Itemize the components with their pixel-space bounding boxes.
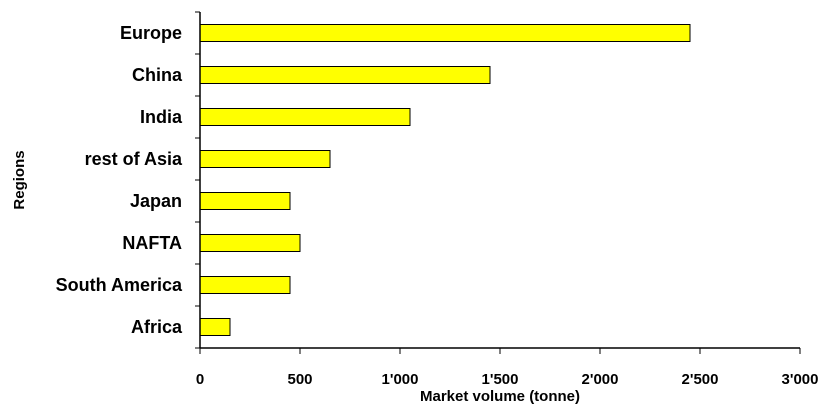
bar-china	[199, 66, 491, 84]
category-label: India	[140, 107, 183, 127]
category-label: South America	[56, 275, 183, 295]
bar-europe	[199, 24, 691, 42]
x-tick-label: 500	[287, 371, 312, 388]
bar-nafta	[199, 234, 301, 252]
bar-south-america	[199, 276, 291, 294]
y-ticks-group	[195, 11, 200, 349]
x-tick-label: 3'000	[782, 371, 819, 388]
y-axis-title: Regions	[11, 150, 28, 209]
x-ticks-group: 0 500 1'000 1'500 2'000 2'500 3'000	[196, 348, 819, 388]
x-tick-label: 1'000	[382, 371, 419, 388]
bar-india	[199, 108, 411, 126]
bars-group	[199, 24, 691, 336]
x-tick-label: 2'000	[582, 371, 619, 388]
x-tick-label: 2'500	[682, 371, 719, 388]
category-label: Africa	[131, 317, 183, 337]
category-label: NAFTA	[122, 233, 182, 253]
category-labels-group: Europe China India rest of Asia Japan NAFTA So…	[56, 23, 183, 337]
bar-rest-of-asia	[199, 150, 331, 168]
x-axis-title: Market volume (tonne)	[420, 388, 580, 405]
x-tick-label: 0	[196, 371, 204, 388]
category-label: Japan	[130, 191, 182, 211]
bar-africa	[199, 318, 231, 336]
category-label: Europe	[120, 23, 182, 43]
bar-japan	[199, 192, 291, 210]
x-tick-label: 1'500	[482, 371, 519, 388]
category-label: China	[132, 65, 183, 85]
category-label: rest of Asia	[85, 149, 183, 169]
